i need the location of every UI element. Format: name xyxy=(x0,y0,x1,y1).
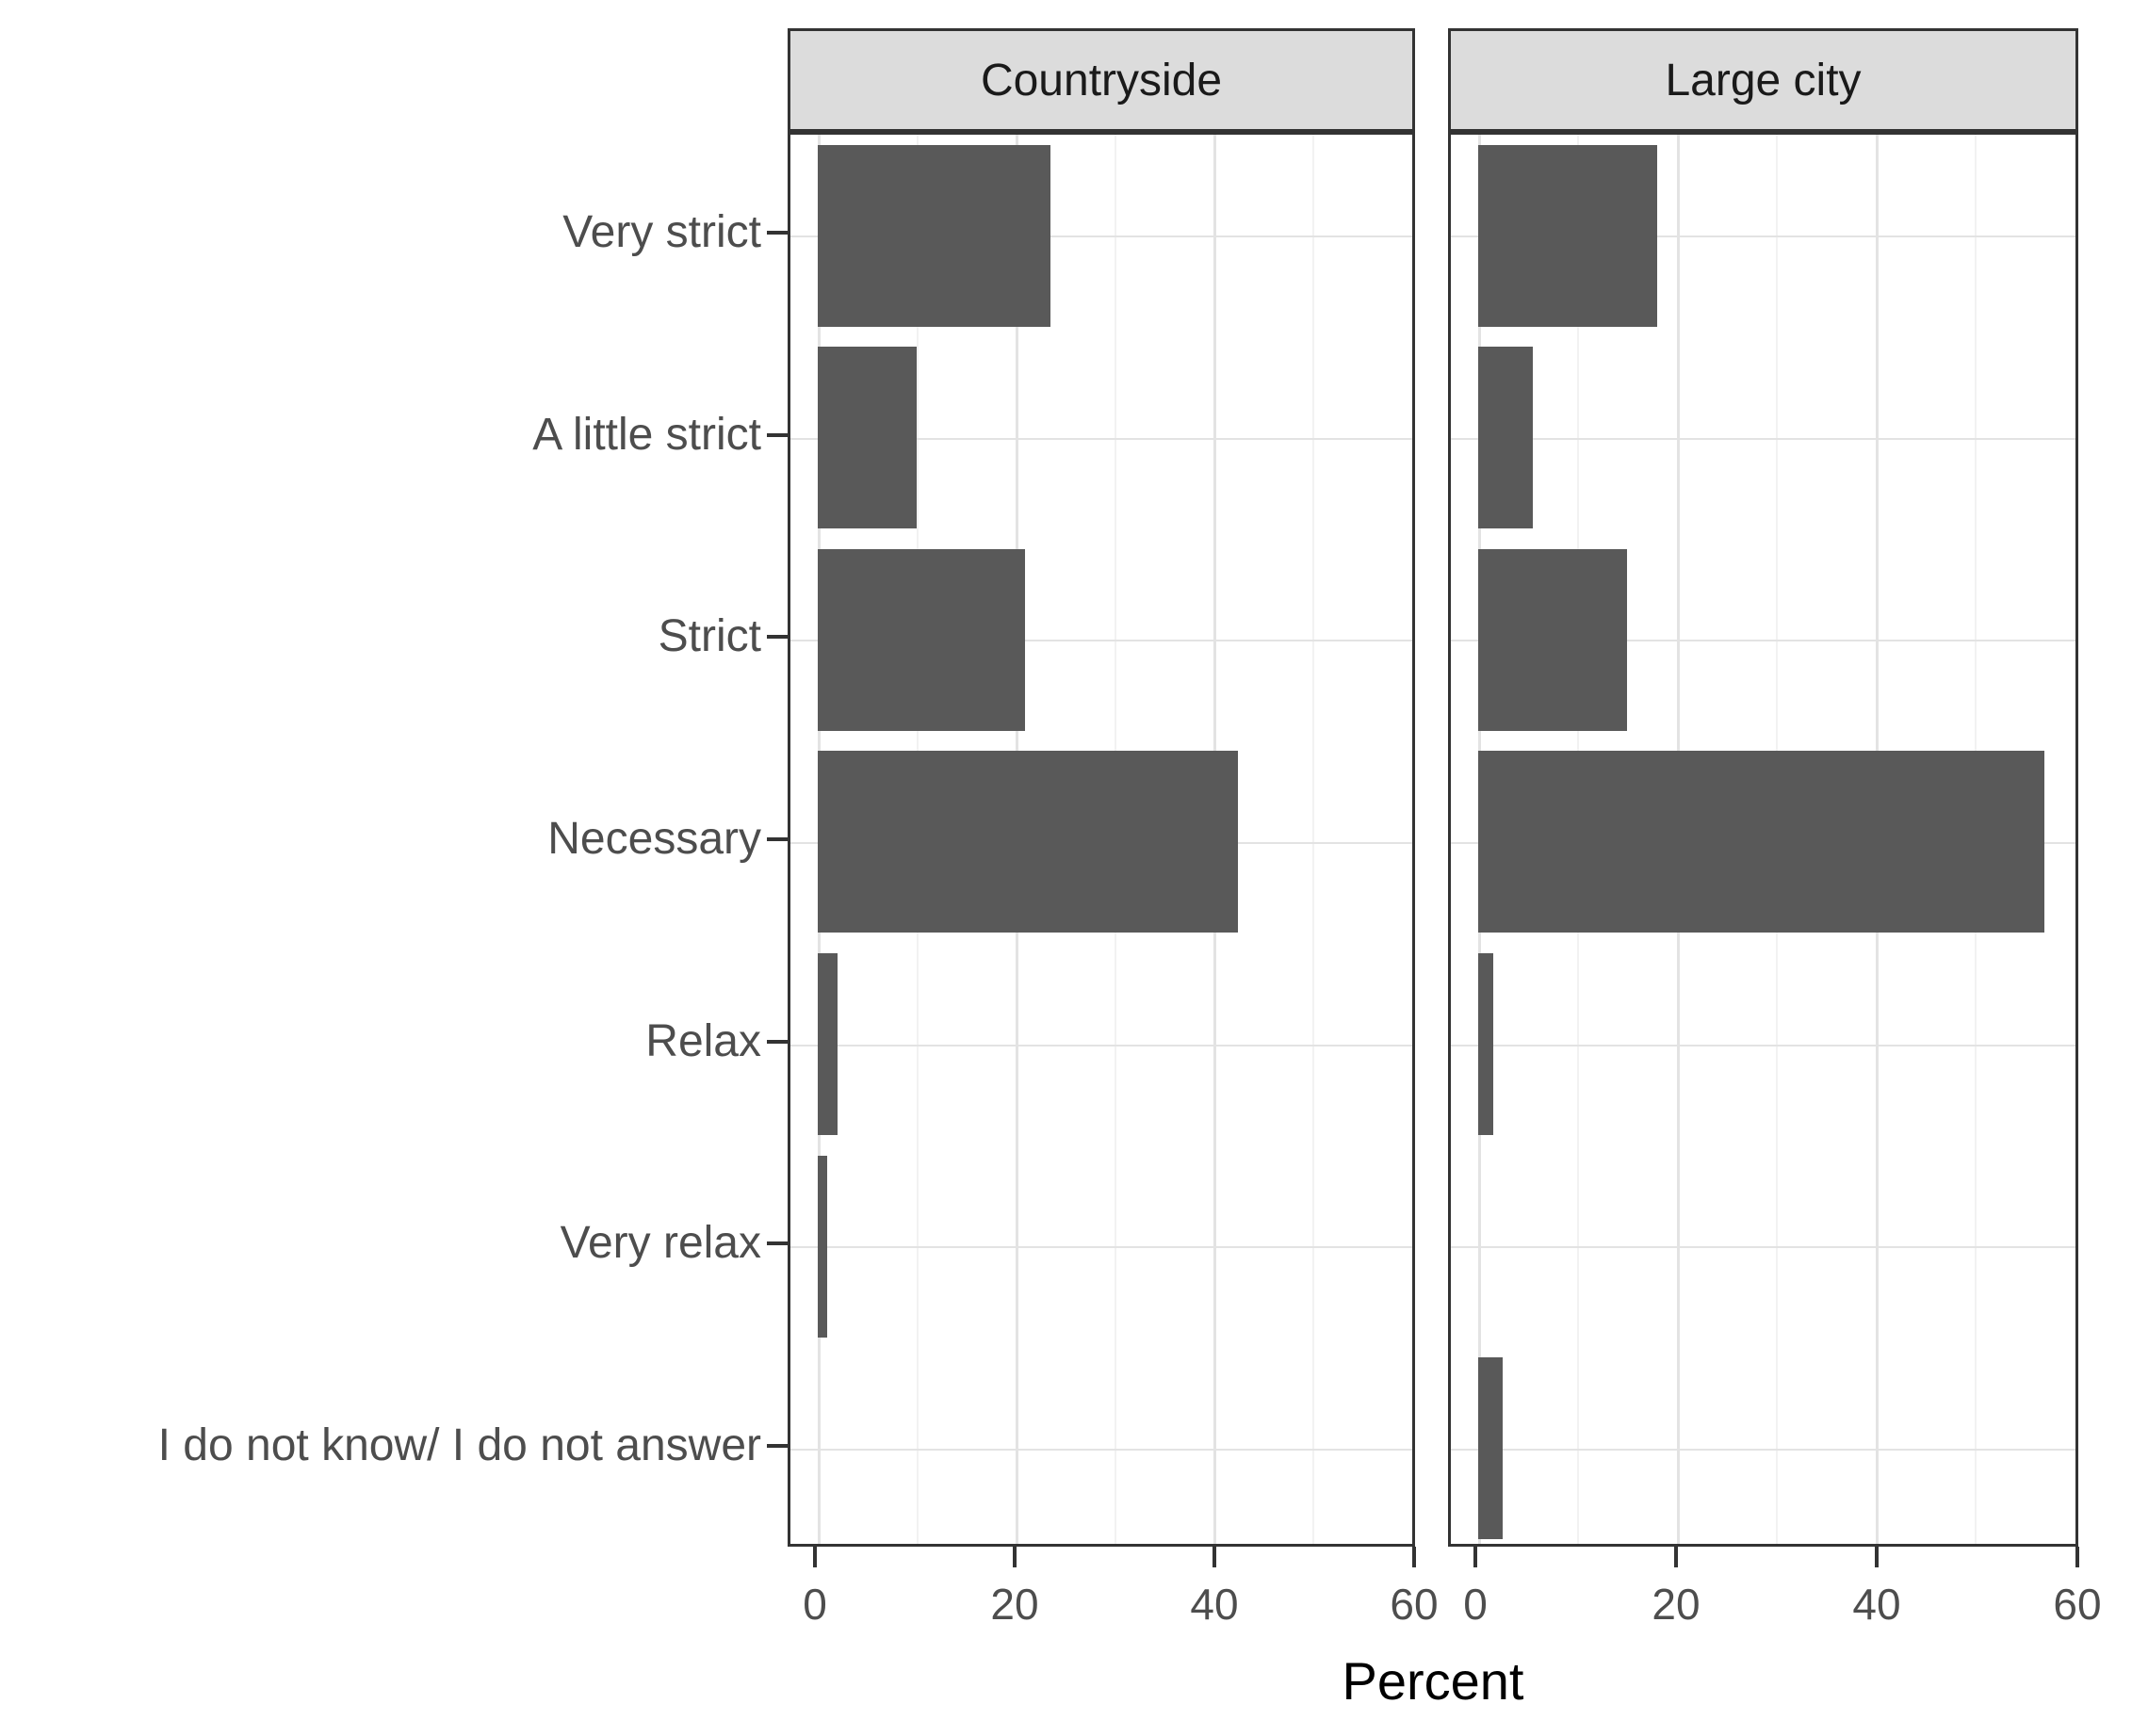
y-tick xyxy=(767,1040,788,1044)
row-gridline xyxy=(1451,1045,2075,1046)
y-tick xyxy=(767,1444,788,1448)
y-category-label: Necessary xyxy=(547,814,761,864)
y-tick xyxy=(767,837,788,841)
row-gridline xyxy=(1451,235,2075,237)
bar-countryside-2 xyxy=(817,347,917,528)
bar-large-city-3 xyxy=(1477,549,1628,731)
y-category-label: A little strict xyxy=(532,410,761,460)
y-category-label: Relax xyxy=(645,1016,761,1066)
y-category-label: Strict xyxy=(658,611,761,661)
x-tick xyxy=(1412,1547,1416,1567)
bar-countryside-6 xyxy=(817,1156,828,1338)
gridline-minor xyxy=(1311,135,1314,1544)
y-tick xyxy=(767,635,788,639)
facet-strip-label: Countryside xyxy=(980,55,1223,105)
row-gridline xyxy=(1451,438,2075,440)
x-tick-label: 20 xyxy=(990,1580,1039,1629)
x-tick-label: 60 xyxy=(2053,1580,2102,1629)
row-gridline xyxy=(790,1045,1412,1046)
x-tick xyxy=(1674,1547,1678,1567)
bar-large-city-5 xyxy=(1477,953,1493,1135)
x-tick xyxy=(813,1547,817,1567)
row-gridline xyxy=(790,1246,1412,1248)
bar-countryside-1 xyxy=(817,145,1050,327)
x-tick xyxy=(1473,1547,1477,1567)
bar-large-city-2 xyxy=(1477,347,1533,528)
x-tick xyxy=(1013,1547,1017,1567)
facet-strip-large-city: Large city xyxy=(1448,28,2078,132)
x-tick xyxy=(1212,1547,1216,1567)
y-tick xyxy=(767,1241,788,1245)
y-category-label: I do not know/ I do not answer xyxy=(157,1420,761,1470)
y-tick xyxy=(767,433,788,437)
x-tick-label: 40 xyxy=(1852,1580,1901,1629)
y-category-label: Very relax xyxy=(560,1218,761,1268)
bar-large-city-4 xyxy=(1477,751,2045,933)
bar-countryside-5 xyxy=(817,953,838,1135)
facet-strip-label: Large city xyxy=(1665,55,1862,105)
x-tick-label: 20 xyxy=(1652,1580,1701,1629)
bar-countryside-3 xyxy=(817,549,1026,731)
x-axis-title: Percent xyxy=(1342,1651,1524,1711)
bar-countryside-4 xyxy=(817,751,1239,933)
x-tick-label: 60 xyxy=(1390,1580,1439,1629)
panel-large-city xyxy=(1448,132,2078,1547)
row-gridline xyxy=(790,1449,1412,1451)
row-gridline xyxy=(1451,1246,2075,1248)
x-tick-label: 40 xyxy=(1190,1580,1239,1629)
bar-large-city-7 xyxy=(1477,1357,1504,1539)
row-gridline xyxy=(790,640,1412,641)
x-tick xyxy=(1875,1547,1879,1567)
row-gridline xyxy=(790,438,1412,440)
x-tick-label: 0 xyxy=(803,1580,827,1629)
bar-large-city-1 xyxy=(1477,145,1657,327)
row-gridline xyxy=(1451,640,2075,641)
y-tick xyxy=(767,231,788,235)
x-tick-label: 0 xyxy=(1463,1580,1488,1629)
row-gridline xyxy=(1451,1449,2075,1451)
facet-strip-countryside: Countryside xyxy=(788,28,1415,132)
y-category-label: Very strict xyxy=(562,207,761,257)
row-gridline xyxy=(790,235,1412,237)
x-tick xyxy=(2075,1547,2079,1567)
panel-countryside xyxy=(788,132,1415,1547)
